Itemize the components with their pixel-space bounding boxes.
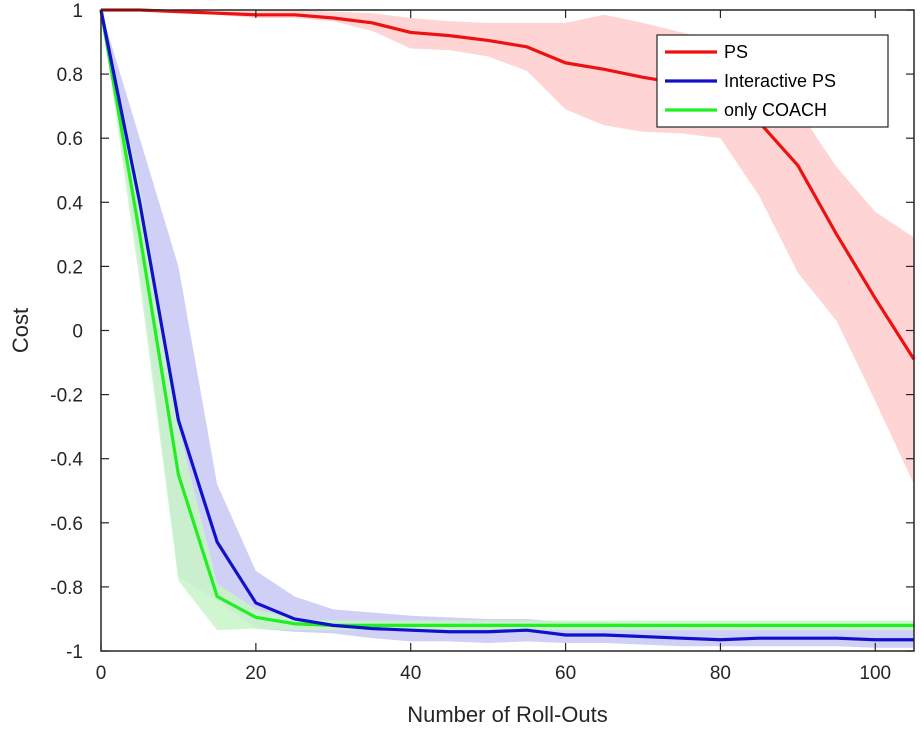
band-ps bbox=[101, 10, 914, 485]
line-only-coach bbox=[99, 9, 914, 627]
x-axis-title: Number of Roll-Outs bbox=[407, 702, 608, 727]
legend-label-interactive-ps: Interactive PS bbox=[724, 71, 836, 91]
y-tick-label: 0.2 bbox=[57, 257, 83, 278]
x-tick-label: 100 bbox=[859, 663, 891, 684]
x-tick-label: 60 bbox=[555, 663, 576, 684]
line-interactive-ps bbox=[99, 9, 914, 642]
y-tick-label: 0 bbox=[72, 322, 83, 343]
legend-label-only-coach: only COACH bbox=[724, 100, 827, 120]
axis-ticks: 0 20 40 60 80 100 1 0.8 0.6 0.4 0.2 0 -0.2 -0.4 -0.6 -0… bbox=[50, 1, 914, 684]
x-tick-label: 20 bbox=[245, 663, 266, 684]
x-tick-label: 40 bbox=[400, 663, 421, 684]
confidence-bands bbox=[101, 10, 914, 648]
y-tick-label: -0.8 bbox=[50, 578, 83, 599]
y-tick-label: 1 bbox=[72, 1, 83, 22]
line-ps bbox=[101, 8, 916, 361]
y-tick-label: 0.6 bbox=[57, 129, 83, 150]
y-tick-label: -0.2 bbox=[50, 386, 83, 407]
y-axis-title: Cost bbox=[8, 308, 33, 353]
legend: PS Interactive PS only COACH bbox=[656, 34, 889, 128]
y-tick-label: 0.4 bbox=[57, 193, 84, 214]
y-tick-label: -0.4 bbox=[50, 450, 83, 471]
y-tick-label: -0.6 bbox=[50, 514, 83, 535]
series-lines bbox=[99, 8, 916, 642]
x-tick-label: 80 bbox=[710, 663, 731, 684]
x-tick-label: 0 bbox=[96, 663, 107, 684]
y-tick-label: 0.8 bbox=[57, 65, 83, 86]
band-only-coach bbox=[101, 10, 914, 631]
legend-label-ps: PS bbox=[724, 42, 748, 62]
y-tick-label: -1 bbox=[66, 642, 83, 663]
